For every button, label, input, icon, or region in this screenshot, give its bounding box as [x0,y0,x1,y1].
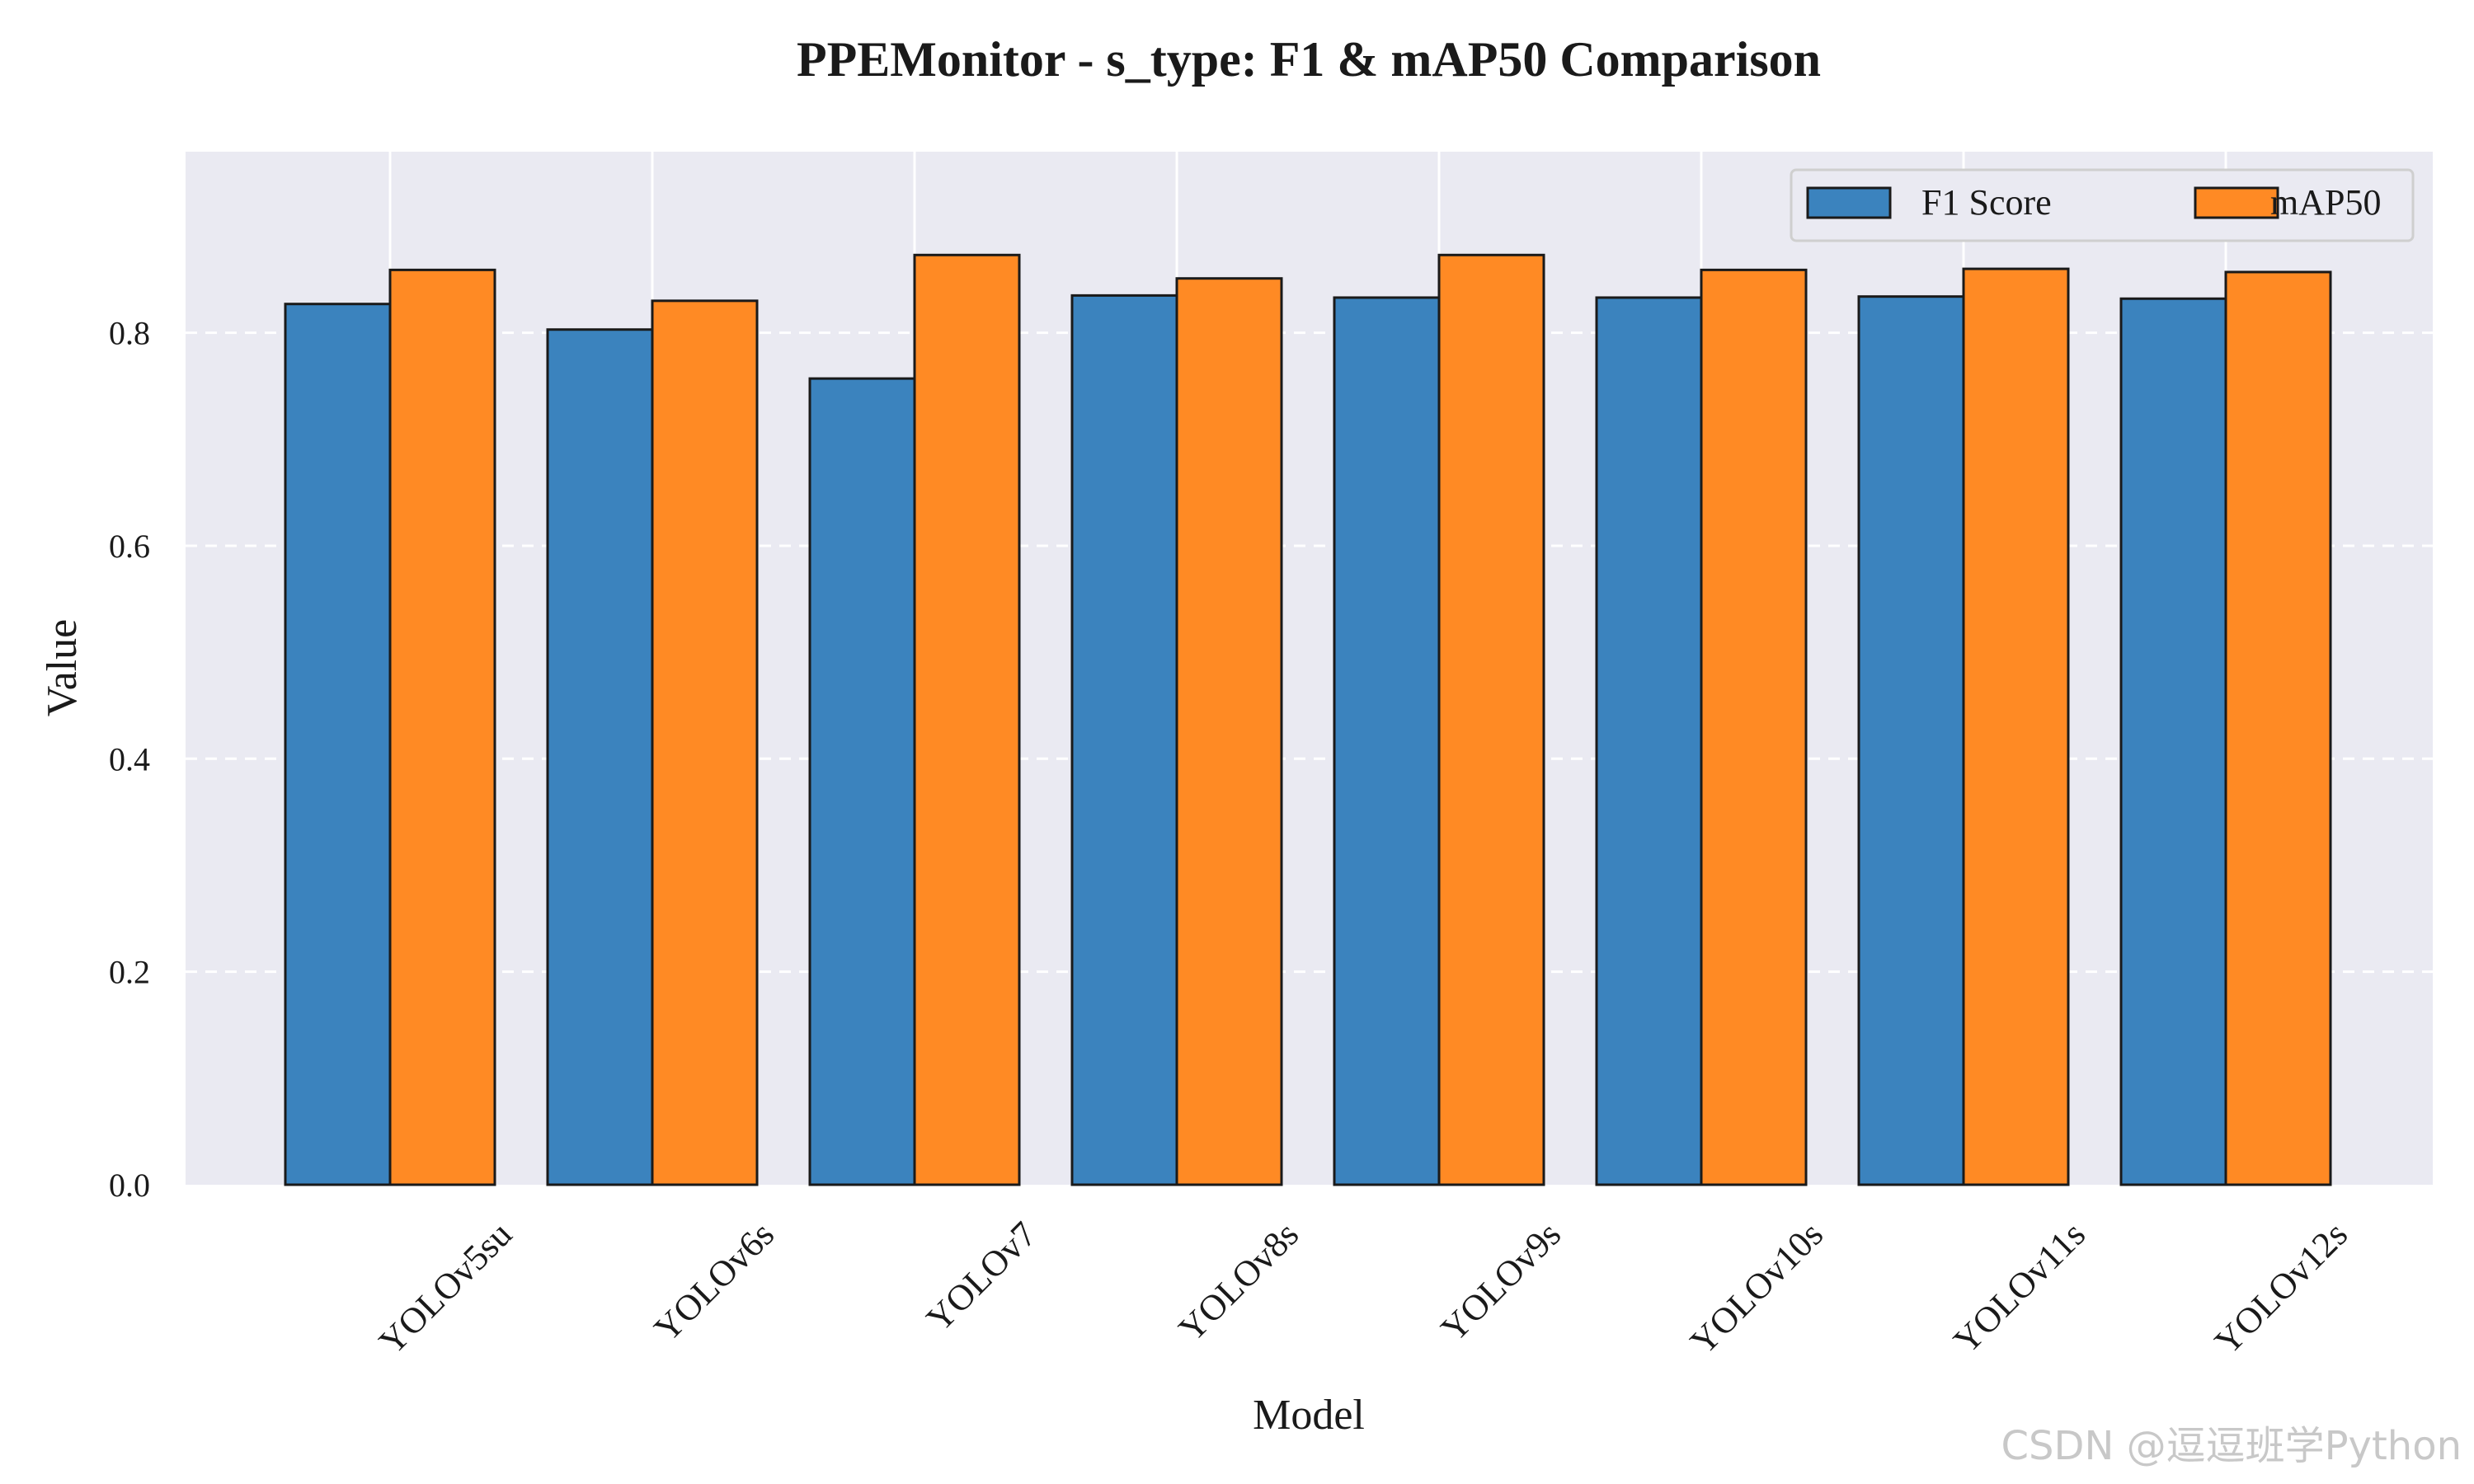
y-axis-label: Value [39,619,86,716]
bar-f1-yolov6s [546,328,654,1186]
watermark: CSDN @逗逗班学Python [2001,1423,2462,1469]
x-tick-label: YOLOv12s [2207,1214,2355,1362]
bar-f1-yolov10s [1595,296,1703,1186]
legend: F1 Score mAP50 [1790,168,2415,242]
bar-map50-yolov11s [1962,267,2070,1186]
bar-f1-yolov11s [1857,295,1965,1186]
x-tick-label: YOLOv7 [919,1214,1044,1339]
legend-label-f1: F1 Score [1921,182,2052,223]
bar-map50-yolov7 [913,253,1021,1186]
y-tick-label: 0.8 [109,315,150,352]
x-tick-label: YOLOv8s [1171,1214,1306,1349]
chart-title: PPEMonitor - s_type: F1 & mAP50 Comparis… [797,32,1821,87]
bar-map50-yolov6s [651,299,759,1186]
y-tick-label: 0.2 [109,954,150,991]
bar-map50-yolov5su [388,268,496,1186]
bar-f1-yolov5su [284,303,392,1186]
y-tick-label: 0.6 [109,528,150,565]
bars [284,253,2332,1186]
bar-map50-yolov12s [2224,270,2332,1186]
bar-f1-yolov8s [1070,294,1178,1186]
bar-f1-yolov12s [2119,297,2227,1186]
bar-f1-yolov7 [808,377,916,1186]
bar-map50-yolov9s [1437,253,1545,1186]
x-tick-label: YOLOv9s [1433,1214,1569,1349]
legend-label-map50: mAP50 [2270,182,2381,223]
legend-swatch-map50 [2194,186,2279,219]
bar-map50-yolov8s [1175,277,1283,1186]
x-tick-labels: YOLOv5su YOLOv6s YOLOv7 YOLOv8s YOLOv9s YOLOv… [371,1214,2355,1362]
x-tick-label: YOLOv5su [371,1214,520,1362]
y-tick-labels: 0.0 0.2 0.4 0.6 0.8 [109,315,150,1204]
bar-map50-yolov10s [1700,268,1808,1186]
x-tick-label: YOLOv6s [647,1214,782,1349]
x-axis-label: Model [1253,1392,1365,1439]
y-tick-label: 0.0 [109,1167,150,1204]
x-tick-label: YOLOv11s [1945,1214,2093,1361]
y-tick-label: 0.4 [109,740,150,777]
legend-swatch-f1 [1806,186,1892,219]
bar-f1-yolov9s [1333,296,1441,1186]
x-tick-label: YOLOv10s [1682,1214,1831,1362]
plot-background [186,152,2433,1185]
